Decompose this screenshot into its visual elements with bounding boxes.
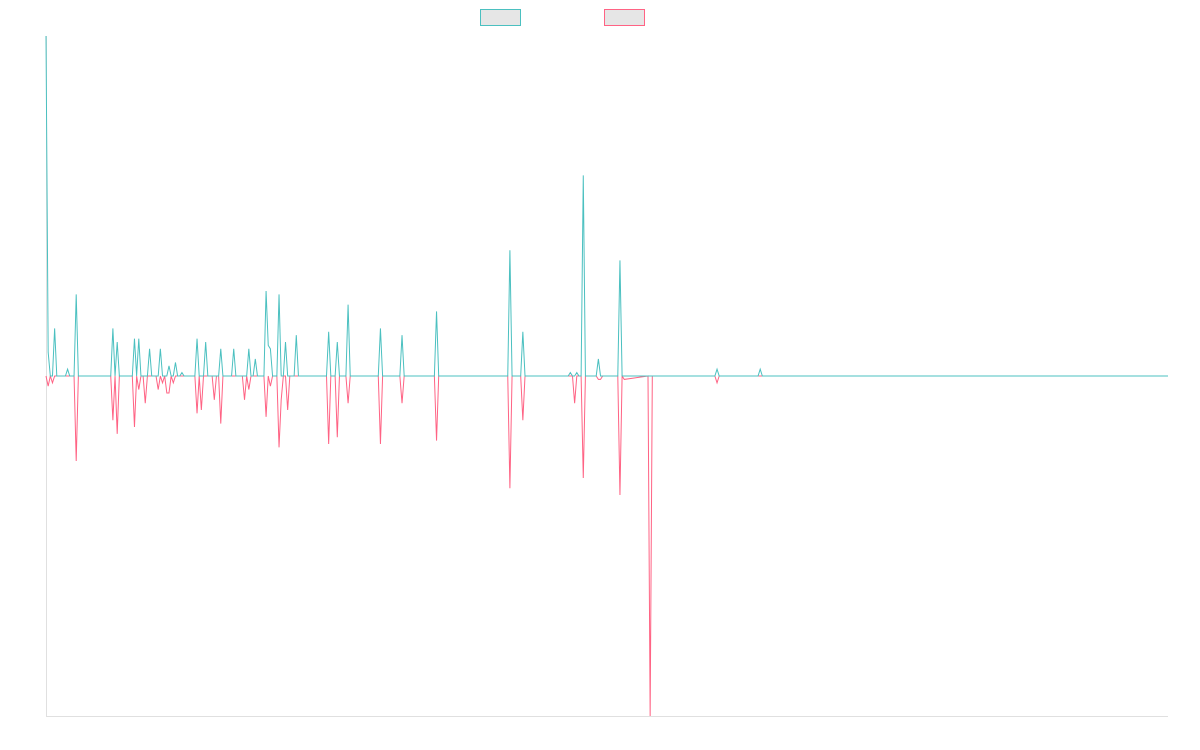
series-a-line xyxy=(45,35,1168,377)
series-b-line xyxy=(45,374,1168,717)
legend-item-series-b[interactable] xyxy=(604,9,645,26)
legend-swatch-series-a xyxy=(480,9,521,26)
legend-swatch-series-b xyxy=(604,9,645,26)
series-layer xyxy=(45,35,1168,717)
legend-item-series-a[interactable] xyxy=(480,9,521,26)
chart-legend xyxy=(480,9,645,26)
